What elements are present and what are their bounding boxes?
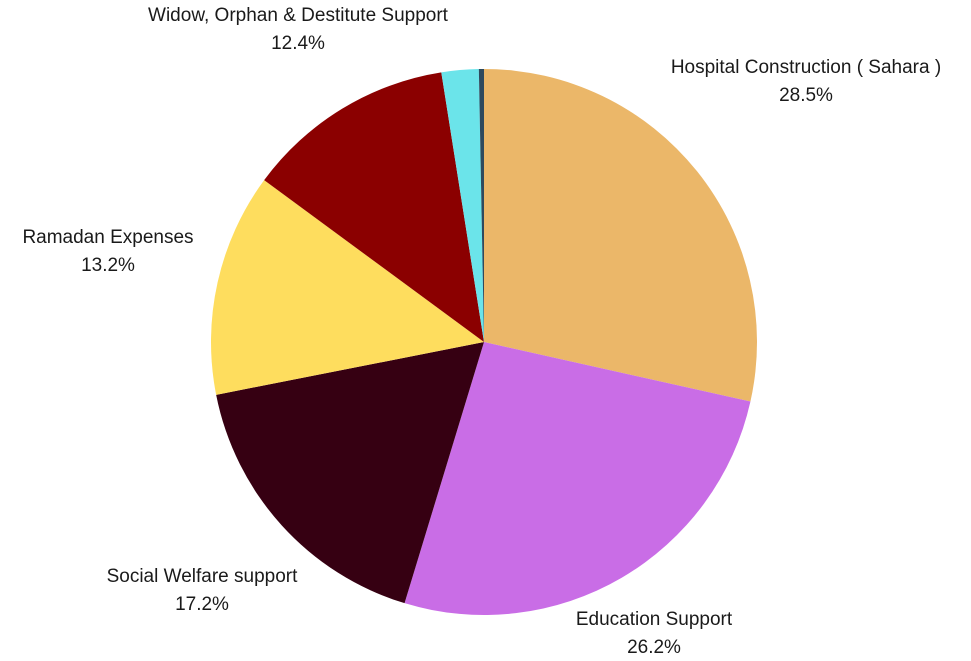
- pie-slice-3: [210, 180, 484, 395]
- slice-label-1: Education Support: [576, 609, 733, 630]
- pie-slice-0: [484, 69, 758, 402]
- slice-label-2: Social Welfare support: [107, 566, 299, 587]
- slice-label-3: Ramadan Expenses: [22, 227, 193, 248]
- pie-slice-1: [404, 342, 751, 615]
- pie-labels: Hospital Construction ( Sahara ) 28.5% Edu…: [22, 5, 941, 658]
- slice-percent-0: 28.5%: [779, 85, 833, 106]
- slice-percent-3: 13.2%: [81, 255, 135, 276]
- pie-slices: [210, 69, 758, 615]
- pie-slice-6: [478, 69, 484, 342]
- slice-percent-2: 17.2%: [175, 594, 229, 615]
- pie-slice-2: [216, 342, 484, 604]
- pie-slice-5: [441, 69, 484, 343]
- slice-percent-4: 12.4%: [271, 33, 325, 54]
- slice-percent-1: 26.2%: [627, 637, 681, 658]
- slice-label-0: Hospital Construction ( Sahara ): [671, 57, 941, 78]
- pie-slice-4: [264, 72, 484, 343]
- slice-label-4: Widow, Orphan & Destitute Support: [148, 5, 449, 26]
